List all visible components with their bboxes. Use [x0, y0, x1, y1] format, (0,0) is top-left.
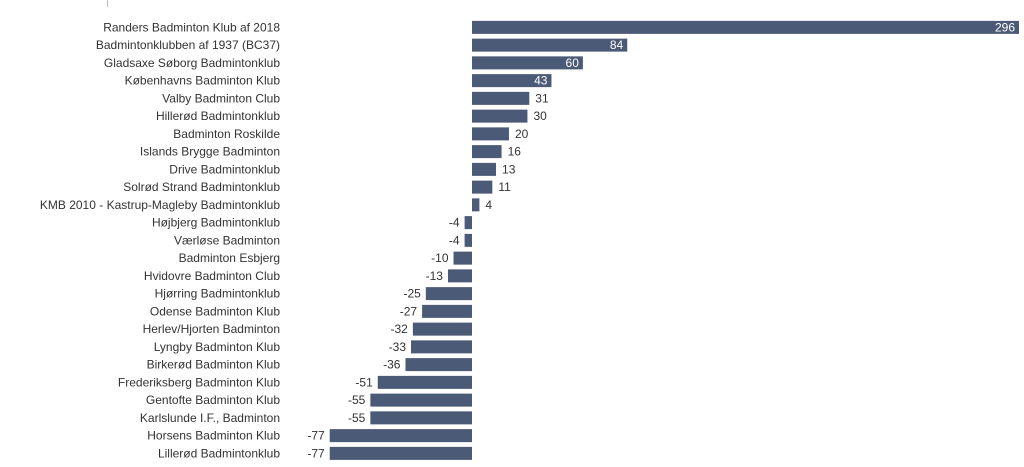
bar: [422, 304, 472, 318]
value-label: -4: [449, 233, 460, 247]
category-label: Lillerød Badmintonklub: [158, 446, 280, 460]
category-label: Frederiksberg Badminton Klub: [118, 375, 280, 389]
value-label: 4: [485, 198, 492, 212]
value-label: 11: [498, 180, 511, 194]
bar: [472, 180, 493, 194]
value-label: 43: [534, 74, 548, 88]
bar: [377, 375, 472, 389]
bar: [453, 251, 472, 265]
value-label: -13: [426, 269, 444, 283]
value-label: -55: [348, 411, 366, 425]
category-label: Hvidovre Badminton Club: [144, 269, 280, 283]
value-label: -25: [403, 287, 421, 301]
bar: [411, 340, 472, 354]
bar: [425, 287, 472, 301]
bar: [472, 198, 480, 212]
category-label: Badminton Esbjerg: [179, 251, 280, 265]
value-label: -33: [389, 340, 407, 354]
category-label: Badminton Roskilde: [173, 127, 280, 141]
value-label: -55: [348, 393, 366, 407]
value-label: 13: [502, 162, 516, 176]
category-label: Herlev/Hjorten Badminton: [143, 322, 280, 336]
bar: [472, 109, 528, 123]
category-label: Birkerød Badminton Klub: [147, 358, 281, 372]
value-label: -77: [307, 446, 325, 460]
category-label: Gentofte Badminton Klub: [146, 393, 280, 407]
value-label: -27: [400, 304, 418, 318]
category-label: KMB 2010 - Kastrup-Magleby Badmintonklub: [40, 198, 280, 212]
category-label: Randers Badminton Klub af 2018: [103, 20, 280, 34]
bar: [472, 162, 497, 176]
category-label: Islands Brygge Badminton: [140, 145, 280, 159]
bar: [370, 393, 472, 407]
category-label: Drive Badmintonklub: [169, 162, 280, 176]
bar: [329, 446, 472, 460]
bar: [464, 233, 472, 247]
value-label: 16: [508, 145, 522, 159]
bar: [472, 91, 530, 105]
bar: [472, 145, 502, 159]
bar: [370, 411, 472, 425]
category-label: Valby Badminton Club: [162, 91, 280, 105]
category-label: Værløse Badminton: [174, 233, 280, 247]
bar: [405, 358, 472, 372]
value-label: 30: [533, 109, 547, 123]
bar: [472, 20, 1019, 34]
value-label: 60: [566, 56, 580, 70]
category-label: Horsens Badminton Klub: [147, 429, 280, 443]
bar: [472, 127, 509, 141]
value-label: -77: [307, 429, 325, 443]
value-label: 20: [515, 127, 529, 141]
value-label: 84: [610, 38, 624, 52]
top-axis-tick: [107, 0, 108, 7]
category-label: Højbjerg Badmintonklub: [152, 216, 280, 230]
bar: [329, 429, 472, 443]
value-label: -51: [355, 375, 373, 389]
bar: [464, 216, 472, 230]
category-label: Hjørring Badmintonklub: [155, 287, 281, 301]
bar: [472, 38, 628, 52]
category-label: Solrød Strand Badmintonklub: [123, 180, 280, 194]
category-label: Hillerød Badmintonklub: [156, 109, 280, 123]
category-label: Badmintonklubben af 1937 (BC37): [96, 38, 280, 52]
category-label: Gladsaxe Søborg Badmintonklub: [104, 56, 280, 70]
bar: [472, 74, 552, 88]
value-label: 31: [535, 91, 549, 105]
category-label: Lyngby Badminton Klub: [154, 340, 281, 354]
value-label: -36: [383, 358, 401, 372]
bar: [472, 56, 583, 70]
bar: [447, 269, 472, 283]
bar: [412, 322, 472, 336]
category-label: Karlslunde I.F., Badminton: [140, 411, 280, 425]
category-label: Københavns Badminton Klub: [125, 74, 281, 88]
value-label: -32: [391, 322, 409, 336]
value-label: 296: [995, 20, 1015, 34]
category-label: Odense Badminton Klub: [150, 304, 280, 318]
value-label: -10: [431, 251, 449, 265]
value-label: -4: [449, 216, 460, 230]
